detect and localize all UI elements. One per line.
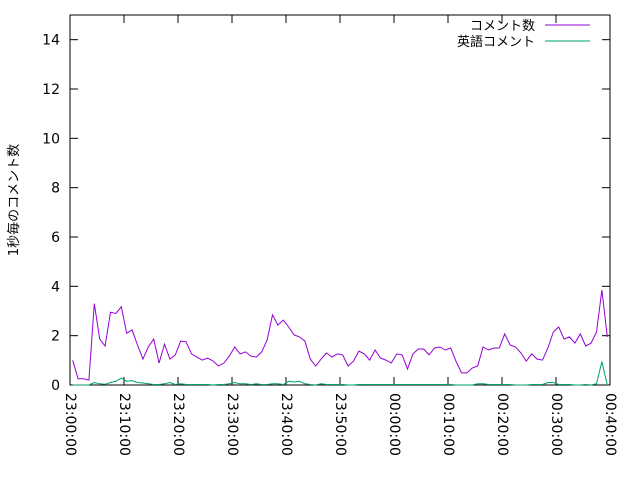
- x-tick-label: 23:30:00: [224, 393, 240, 456]
- legend-label-english-comments: 英語コメント: [457, 34, 535, 50]
- y-tick-label: 14: [42, 33, 60, 49]
- x-tick-label: 23:00:00: [62, 393, 78, 456]
- x-tick-label: 23:20:00: [170, 393, 186, 456]
- y-tick-label: 6: [51, 230, 60, 246]
- series-line-comments: [73, 290, 608, 380]
- y-tick-label: 12: [42, 82, 60, 98]
- plot-border: [70, 15, 610, 385]
- legend-label-comments: コメント数: [470, 19, 535, 34]
- x-tick-label: 23:50:00: [332, 393, 348, 456]
- x-tick-label: 23:10:00: [116, 393, 132, 456]
- x-tick-label: 00:00:00: [386, 393, 402, 456]
- x-tick-label: 00:40:00: [602, 393, 618, 456]
- y-tick-label: 0: [51, 378, 60, 394]
- y-tick-label: 8: [51, 181, 60, 197]
- y-tick-label: 2: [51, 329, 60, 345]
- x-tick-label: 23:40:00: [278, 393, 294, 456]
- legend: コメント数 英語コメント: [457, 19, 590, 50]
- x-tick-label: 00:30:00: [548, 393, 564, 456]
- x-tick-label: 00:20:00: [494, 393, 510, 456]
- y-tick-label: 10: [42, 131, 60, 147]
- axes: 0 2 4 6 8 10 12 14 23:00:00 23:10:00 23:20:00 23:30…: [42, 15, 618, 456]
- series-group: [73, 290, 608, 385]
- y-tick-label: 4: [51, 279, 60, 295]
- x-tick-label: 00:10:00: [440, 393, 456, 456]
- y-axis-label: 1秒毎のコメント数: [6, 144, 22, 256]
